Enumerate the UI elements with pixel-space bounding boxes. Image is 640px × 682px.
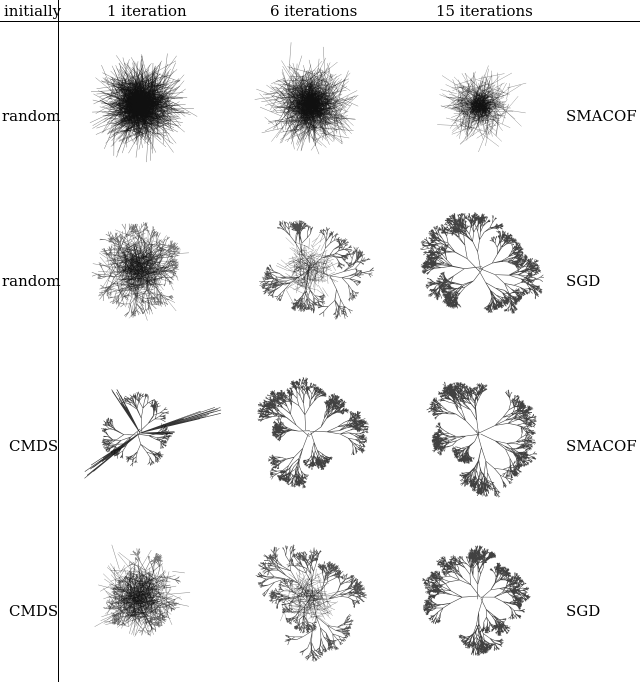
graph-layout-r1-c2	[254, 42, 359, 155]
row-init-label-2: random	[2, 272, 61, 290]
graph-layout-r3-c1	[84, 389, 222, 479]
row-method-label-2: SGD	[566, 272, 601, 290]
graph-layout-r4-c3	[422, 545, 531, 656]
graph-layout-r4-c1	[94, 544, 191, 637]
row-method-label-1: SMACOF	[566, 107, 637, 125]
graph-layout-r3-c2	[257, 377, 370, 489]
graph-layout-r2-c1	[91, 221, 189, 321]
graph-layout-r4-c2	[255, 544, 367, 662]
row-method-label-4: SGD	[566, 602, 601, 620]
header-divider	[0, 21, 640, 22]
corner-label: initially	[4, 2, 62, 20]
graph-layout-r1-c1	[89, 53, 198, 163]
column-header-3: 15 iterations	[436, 2, 533, 20]
row-init-label-1: random	[2, 107, 61, 125]
graph-layout-r1-c3	[437, 65, 527, 153]
column-header-1: 1 iteration	[107, 2, 187, 20]
graph-layout-r2-c3	[420, 212, 544, 314]
graph-layout-r3-c3	[426, 381, 538, 498]
row-label-divider	[58, 0, 59, 682]
graph-layout-r2-c2	[259, 220, 375, 320]
row-init-label-3: CMDS	[9, 437, 59, 455]
row-method-label-3: SMACOF	[566, 437, 637, 455]
column-header-2: 6 iterations	[270, 2, 358, 20]
row-init-label-4: CMDS	[9, 602, 59, 620]
